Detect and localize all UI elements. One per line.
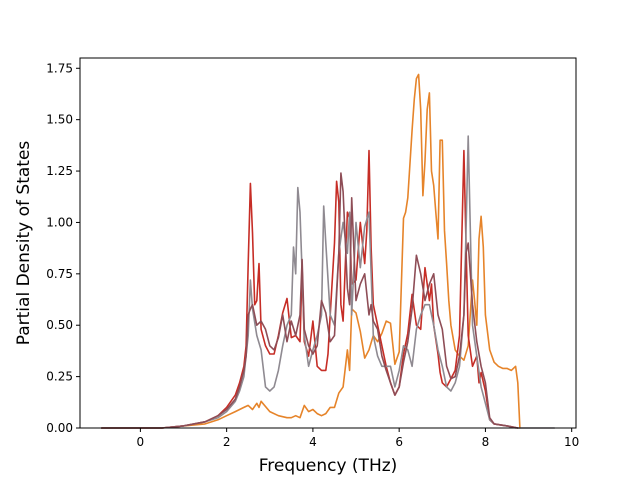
plot-frame <box>79 57 577 429</box>
y-tick-label: 1.00 <box>46 215 73 229</box>
y-axis-ticks: 0.00 0.25 0.50 0.75 1.00 1.25 1.50 1.75 <box>46 61 80 435</box>
x-tick-label: 6 <box>395 435 403 449</box>
series-line-1 <box>100 73 521 429</box>
y-tick-label: 0.25 <box>46 370 73 384</box>
x-tick-label: 8 <box>482 435 490 449</box>
x-tick-label: 0 <box>137 435 145 449</box>
x-tick-label: 4 <box>309 435 317 449</box>
series-line-4 <box>100 172 519 429</box>
x-axis-ticks: 0 2 4 6 8 10 <box>137 428 579 449</box>
y-tick-label: 0.75 <box>46 267 73 281</box>
y-tick-label: 0.50 <box>46 318 73 332</box>
x-axis-label: Frequency (THz) <box>259 456 398 476</box>
series-layer <box>100 73 556 429</box>
x-tick-label: 2 <box>223 435 231 449</box>
y-axis-label: Partial Density of States <box>14 141 34 346</box>
y-tick-label: 1.25 <box>46 164 73 178</box>
y-tick-label: 0.00 <box>46 421 73 435</box>
x-tick-label: 10 <box>564 435 579 449</box>
y-tick-label: 1.50 <box>46 113 73 127</box>
y-tick-label: 1.75 <box>46 61 73 75</box>
